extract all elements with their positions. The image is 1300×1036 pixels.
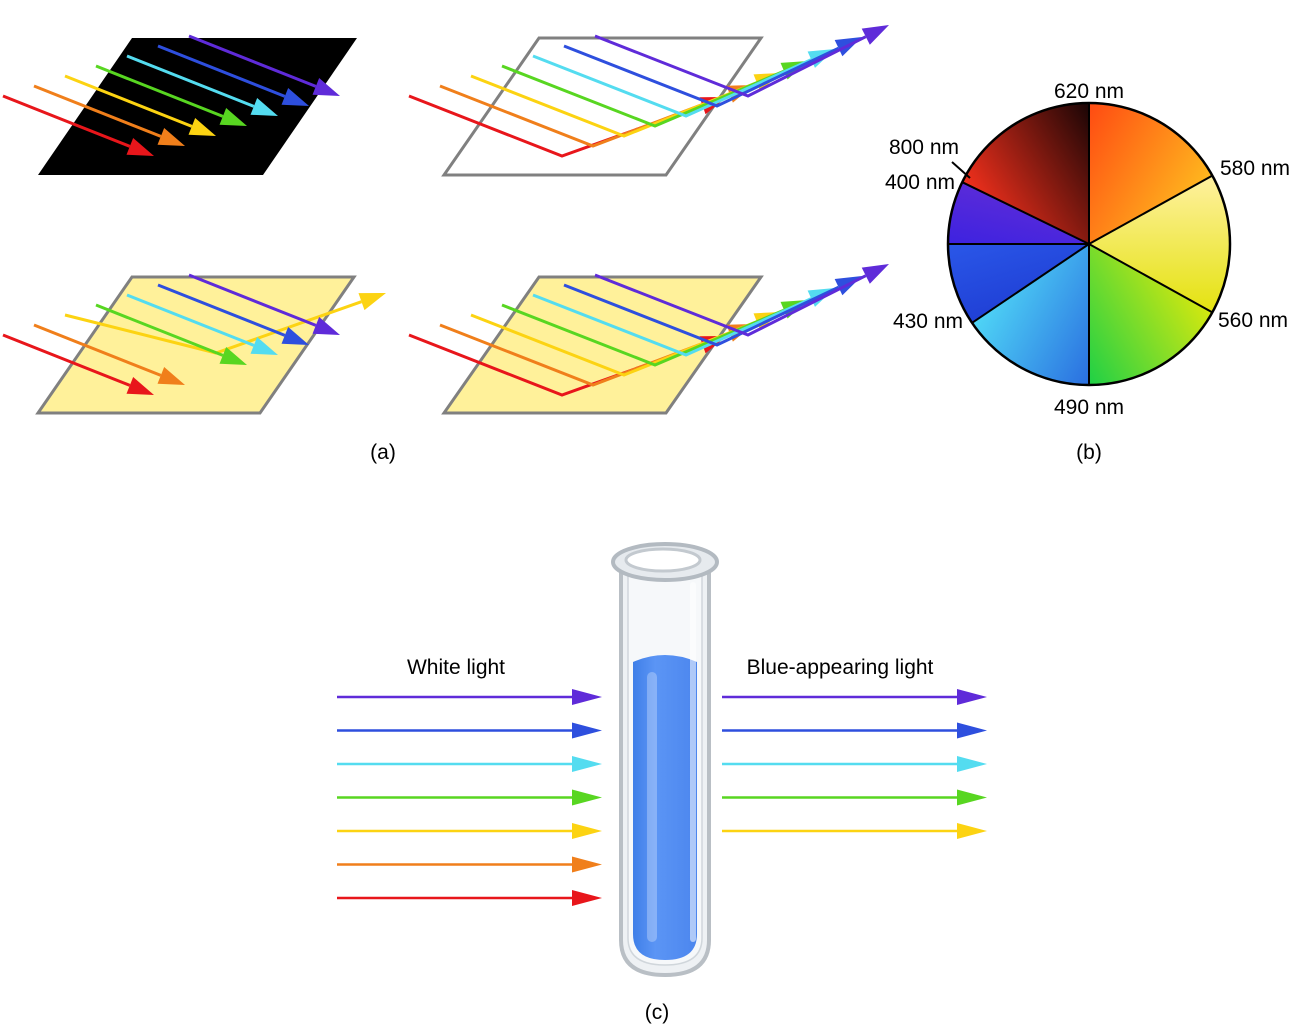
incoming-ray-red — [337, 890, 602, 906]
wheel-outline — [946, 101, 1232, 387]
incoming-ray-orange — [337, 856, 602, 873]
glass-highlight — [690, 582, 696, 942]
solution-highlight — [647, 672, 657, 942]
label-800nm: 800 nm — [889, 136, 959, 159]
transmitted-ray-violet — [722, 689, 987, 705]
wheel-segment-red — [962, 102, 1089, 244]
panel-a: (a) — [2, 25, 889, 464]
panel-a-label: (a) — [370, 441, 396, 464]
incoming-ray-cyan — [337, 756, 602, 772]
wheel-divider — [1088, 243, 1213, 314]
incoming-ray-green — [337, 789, 602, 806]
label-580nm: 580 nm — [1220, 157, 1290, 180]
panel-c: White light Blue-appearing light (c) — [337, 542, 987, 1024]
wheel-divider — [1088, 174, 1213, 245]
panel-b-color-wheel: 620 nm 580 nm 560 nm 490 nm 430 nm 400 n… — [885, 80, 1290, 464]
label-490nm: 490 nm — [1054, 396, 1124, 419]
rays-yellow-reflect-only — [2, 273, 386, 395]
wheel-divider — [971, 243, 1090, 324]
test-tube-rim-inner — [624, 547, 702, 573]
transmitted-light-rays — [722, 689, 987, 839]
incoming-ray-blue — [337, 722, 602, 739]
ray-red-absorbed — [2, 333, 154, 395]
ray-cyan-absorbed — [126, 54, 278, 116]
panel-c-label: (c) — [645, 1001, 670, 1024]
ray-orange-absorbed — [33, 84, 185, 146]
ray-red-absorbed — [2, 94, 154, 156]
white-surface-diagram — [408, 25, 889, 177]
transmitted-ray-blue — [722, 722, 987, 739]
ray-blue-absorbed — [157, 44, 309, 106]
incident-rays-black — [2, 34, 340, 156]
ray-blue-absorbed — [157, 283, 309, 345]
ray-yellow-absorbed — [64, 74, 216, 136]
wheel-divider — [961, 181, 1090, 245]
label-620nm: 620 nm — [1054, 80, 1124, 103]
label-400nm: 400 nm — [885, 171, 955, 194]
ray-violet-reflected — [594, 264, 889, 337]
label-430nm: 430 nm — [893, 310, 963, 333]
ray-violet-absorbed — [188, 273, 340, 335]
white-light-label: White light — [407, 656, 505, 679]
panel-b-label: (b) — [1076, 441, 1102, 464]
ray-cyan-absorbed — [126, 293, 278, 355]
ray-green-absorbed — [95, 303, 247, 365]
transmitted-ray-cyan — [722, 756, 987, 772]
ray-green-absorbed — [95, 64, 247, 126]
label-560nm: 560 nm — [1218, 309, 1288, 332]
wheel-segment-blue — [948, 244, 1089, 323]
transmitted-ray-green — [722, 789, 987, 806]
ray-orange-absorbed — [33, 323, 185, 385]
blue-appearing-light-label: Blue-appearing light — [747, 656, 934, 679]
reflected-rays-white — [408, 25, 889, 158]
black-surface-diagram — [2, 34, 357, 175]
incoming-ray-violet — [337, 689, 602, 705]
yellow-surface-diagram — [2, 273, 386, 415]
wheel-segment-cyan-blue — [972, 244, 1089, 385]
ray-violet-absorbed — [188, 34, 340, 96]
yellow-surface-all-diagram — [408, 264, 889, 415]
transmitted-ray-yellow — [722, 823, 987, 839]
incoming-white-light-rays — [337, 689, 602, 906]
wheel-segment-violet — [948, 182, 1089, 244]
color-wheel — [946, 101, 1232, 387]
rays-yellow-reflect-all — [408, 264, 889, 397]
incoming-ray-yellow — [337, 823, 602, 839]
wheel-segment-yellow — [1089, 175, 1230, 313]
label-800nm-leader — [951, 161, 971, 179]
blue-solution — [633, 655, 697, 960]
test-tube — [611, 542, 719, 978]
ray-violet-reflected — [594, 25, 889, 98]
